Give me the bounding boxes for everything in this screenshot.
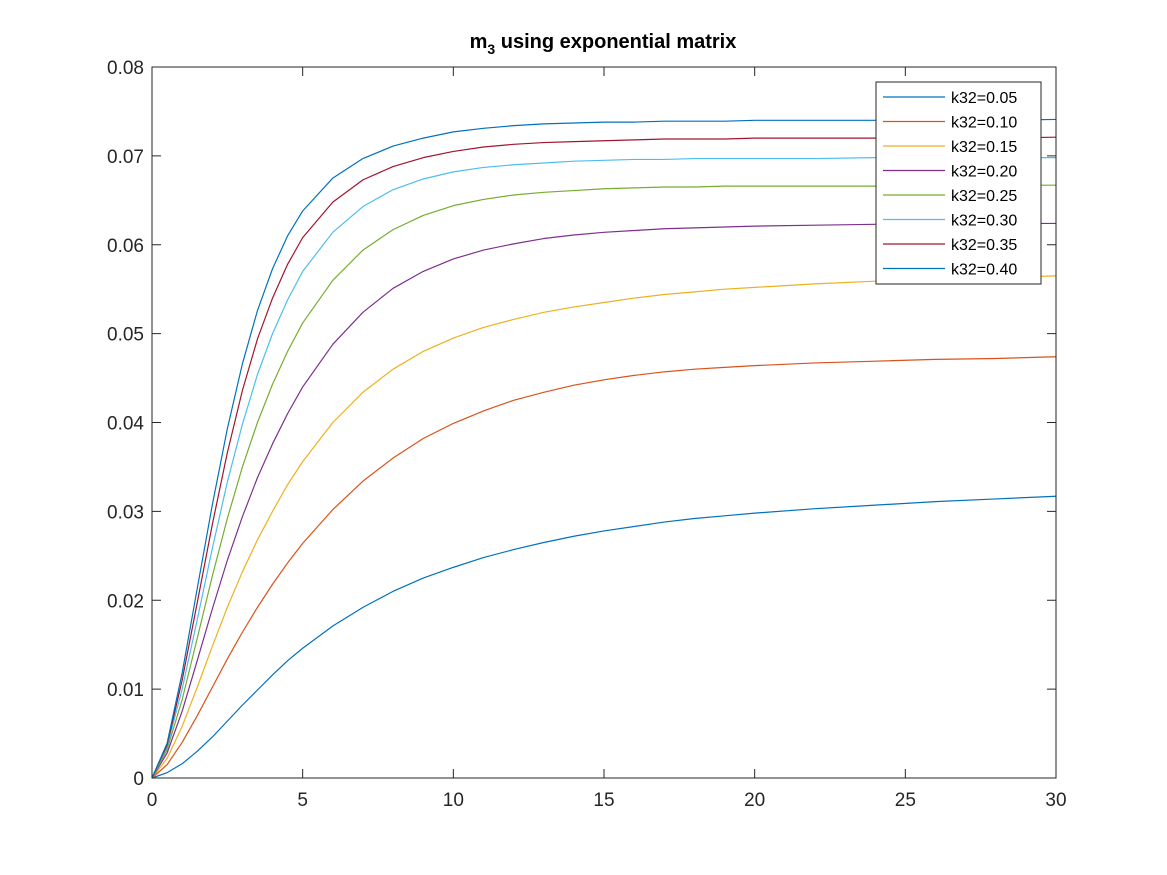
chart-title-main: m [470, 31, 488, 53]
chart-title-subscript: 3 [487, 41, 495, 57]
series-line-7 [151, 136, 1057, 779]
series-lines [151, 118, 1057, 779]
x-axis-ticks: 0 5 10 15 20 25 30 [147, 67, 1067, 811]
series-line-1 [151, 495, 1057, 779]
x-tick-label: 30 [1045, 790, 1066, 811]
chart-title-rest: using exponential matrix [495, 31, 736, 53]
series-line-5 [151, 184, 1056, 779]
legend-label-8: k32=0.40 [951, 262, 1017, 279]
y-tick-label: 0.06 [107, 236, 144, 257]
legend-label-6: k32=0.30 [951, 213, 1017, 230]
x-tick-label: 5 [297, 790, 308, 811]
y-tick-label: 0.04 [107, 414, 144, 435]
y-tick-label: 0 [133, 769, 144, 790]
legend-label-4: k32=0.20 [951, 164, 1017, 181]
legend-label-2: k32=0.10 [951, 115, 1017, 132]
series-line-8 [151, 118, 1057, 779]
legend: k32=0.05 k32=0.10 k32=0.15 k32=0.20 k32=0.25… [875, 81, 1042, 285]
y-tick-label: 0.01 [107, 680, 144, 701]
series-line-2 [151, 356, 1057, 779]
y-axis-ticks: 0 0.01 0.02 0.03 0.04 0.05 0.06 0.07 0.08 [107, 58, 1056, 790]
legend-label-1: k32=0.05 [951, 90, 1017, 107]
x-tick-label: 0 [147, 790, 158, 811]
x-tick-label: 15 [593, 790, 614, 811]
series-line-3 [151, 275, 1057, 779]
y-tick-label: 0.07 [107, 147, 144, 168]
x-tick-label: 20 [744, 790, 765, 811]
y-tick-label: 0.08 [107, 58, 144, 79]
legend-label-7: k32=0.35 [951, 237, 1017, 254]
series-line-6 [151, 157, 1056, 779]
chart-title: m3 using exponential matrix [470, 31, 737, 57]
y-tick-label: 0.05 [107, 325, 144, 346]
x-tick-label: 10 [443, 790, 464, 811]
y-tick-label: 0.02 [107, 591, 144, 612]
legend-label-5: k32=0.25 [951, 188, 1017, 205]
x-tick-label: 25 [895, 790, 916, 811]
y-tick-label: 0.03 [107, 502, 144, 523]
series-line-4 [151, 222, 1056, 779]
legend-box [875, 81, 1042, 285]
legend-label-3: k32=0.15 [951, 139, 1017, 156]
